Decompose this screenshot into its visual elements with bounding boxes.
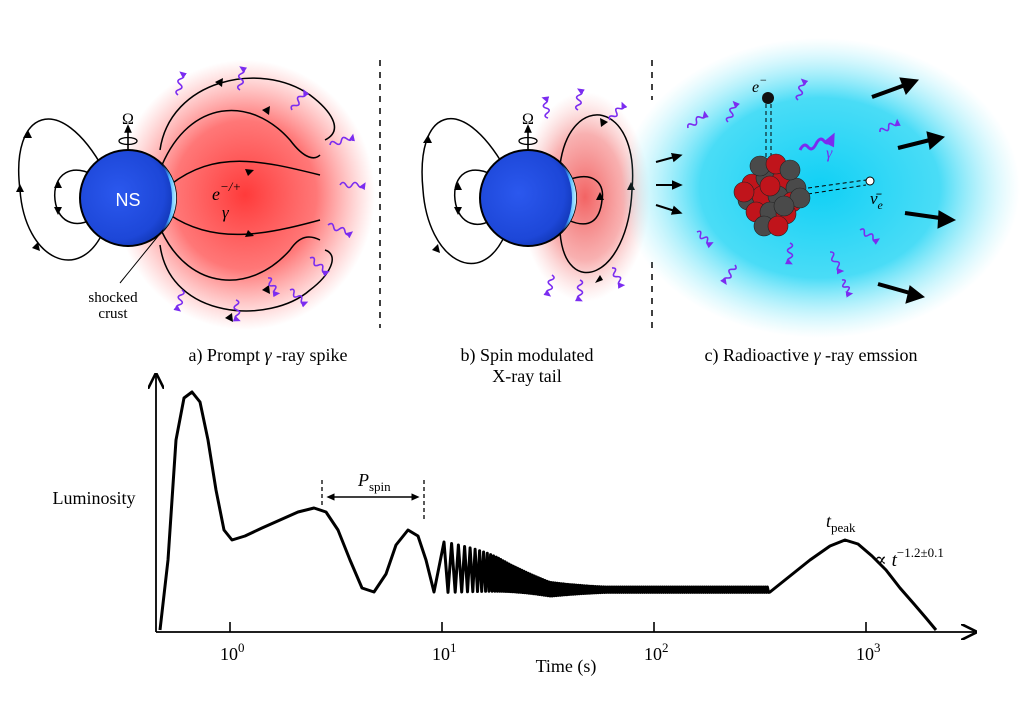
photon-c xyxy=(784,242,794,265)
proton xyxy=(759,175,781,197)
gamma-label-c: γ xyxy=(826,145,833,162)
x-axis-label: Time (s) xyxy=(536,656,597,677)
photons-c xyxy=(687,78,901,298)
neutron xyxy=(779,159,801,181)
ns-label: NS xyxy=(115,190,140,210)
photon-c xyxy=(879,118,901,133)
photon-c xyxy=(696,230,714,249)
prompt-glow xyxy=(115,60,375,330)
photon-c xyxy=(859,228,880,245)
photon-a xyxy=(267,277,281,298)
caption-a: a) Prompt γ -ray spike xyxy=(188,345,347,366)
photon-c xyxy=(687,110,709,129)
ejecta-arrows-out xyxy=(871,77,957,304)
kilonova-glow xyxy=(620,38,1020,338)
ejecta-arrows-in xyxy=(655,152,683,215)
x-tick-label: 103 xyxy=(856,640,881,664)
x-tick-label: 100 xyxy=(220,640,245,664)
caption-c: c) Radioactive γ -ray emssion xyxy=(704,345,917,366)
field-arrows-a xyxy=(16,78,270,322)
photons-a xyxy=(173,66,366,322)
tpeak-label: tpeak xyxy=(826,511,856,535)
photon-b xyxy=(611,267,626,289)
crust-pointer xyxy=(119,229,164,284)
photon-c xyxy=(829,251,845,275)
photon-a xyxy=(327,222,354,239)
photon-a xyxy=(339,181,366,191)
neutron xyxy=(773,195,795,217)
shocked-crust-highlight xyxy=(160,162,177,234)
caption-b-1: b) Spin modulated xyxy=(461,345,594,366)
neutrino-track xyxy=(807,179,867,189)
crust-highlight-b xyxy=(560,162,577,234)
x-tick-label: 102 xyxy=(644,640,669,664)
photon-a xyxy=(309,256,330,277)
photon-c xyxy=(725,100,740,123)
caption-b-2: X-ray tail xyxy=(492,366,561,386)
photon-a xyxy=(232,299,241,322)
pspin-label: Pspin xyxy=(357,470,391,494)
electron-label: e− xyxy=(752,73,767,96)
photon-a xyxy=(236,66,248,91)
spin-loop-b xyxy=(518,136,538,146)
panel-a: NS Ω e−/+ γ shocked crust xyxy=(16,60,375,330)
crust-label-1: shocked xyxy=(88,290,138,306)
light-curve xyxy=(158,390,938,631)
particle-label: e−/+ xyxy=(212,179,241,204)
panel-c: e− ν̄e γ xyxy=(620,38,1020,338)
photon-b xyxy=(608,101,628,121)
neutrino-track-2 xyxy=(807,184,867,195)
proton xyxy=(767,215,789,237)
spin-loop-a xyxy=(118,136,138,146)
panel-b: Ω xyxy=(421,88,650,302)
x-tick-label: 101 xyxy=(432,640,457,664)
proton xyxy=(733,181,755,203)
crust-label-2: crust xyxy=(98,306,128,322)
photon-b xyxy=(574,88,585,111)
photon-b xyxy=(574,279,584,302)
photon-b xyxy=(541,96,550,119)
photon-a xyxy=(175,71,187,96)
y-axis-label: Luminosity xyxy=(52,488,135,508)
gamma-photon-c xyxy=(798,132,835,151)
photon-a xyxy=(329,133,355,146)
photon-a xyxy=(289,288,309,308)
neutron-star-b xyxy=(479,149,577,247)
neutrino xyxy=(865,176,875,186)
x-ticks: 100 101 102 103 xyxy=(220,622,881,664)
photon-a xyxy=(173,289,185,312)
photon-c xyxy=(720,264,737,285)
photon-b xyxy=(543,274,555,297)
photon-c xyxy=(795,78,809,101)
powerlaw-label: ∝ t−1.2±0.1 xyxy=(874,545,944,571)
nucleus xyxy=(733,153,811,237)
omega-b: Ω xyxy=(522,111,534,128)
photons-b xyxy=(541,88,628,302)
photon-a xyxy=(290,89,310,111)
lightcurve: Luminosity Time (s) 100 101 102 103 Pspin t… xyxy=(52,376,974,677)
gamma-label-a: γ xyxy=(222,203,230,222)
photon-c xyxy=(841,279,854,298)
electron xyxy=(762,92,774,104)
omega-a: Ω xyxy=(122,111,134,128)
